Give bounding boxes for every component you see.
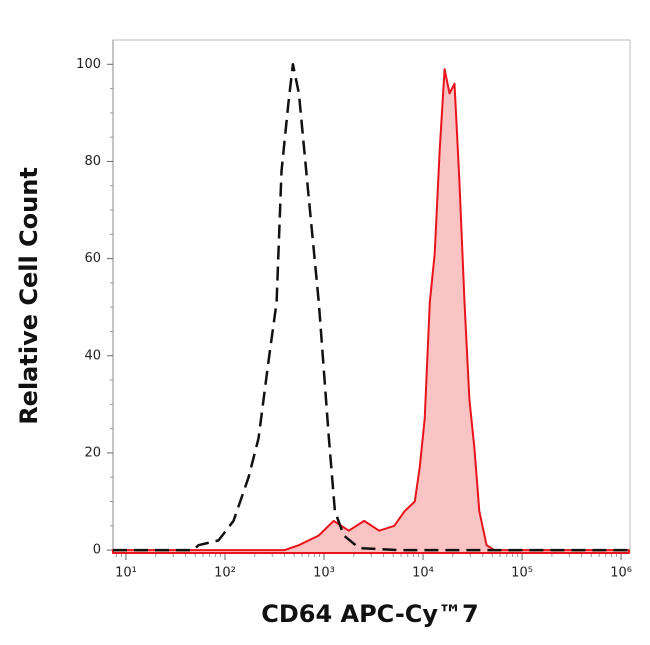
x-tick-label: 10⁴ [412, 566, 434, 581]
x-tick-label: 10² [214, 566, 236, 581]
y-tick-label: 40 [84, 348, 101, 363]
x-tick-label: 10⁶ [610, 566, 632, 581]
y-tick-label: 60 [84, 251, 101, 266]
plot-frame [112, 39, 631, 554]
x-tick-label: 10³ [313, 566, 335, 581]
y-tick-label: 0 [93, 543, 101, 558]
y-tick-label: 80 [84, 154, 101, 169]
y-axis-title: Relative Cell Count [15, 167, 43, 425]
histogram-line [113, 63, 629, 552]
x-tick-label: 10⁵ [511, 566, 533, 581]
y-tick-label: 100 [76, 57, 101, 72]
x-axis-title: CD64 APC-Cy™7 [261, 600, 479, 628]
filled-histogram [112, 68, 630, 554]
x-tick-label: 10¹ [115, 566, 137, 581]
y-tick-label: 20 [84, 445, 101, 460]
